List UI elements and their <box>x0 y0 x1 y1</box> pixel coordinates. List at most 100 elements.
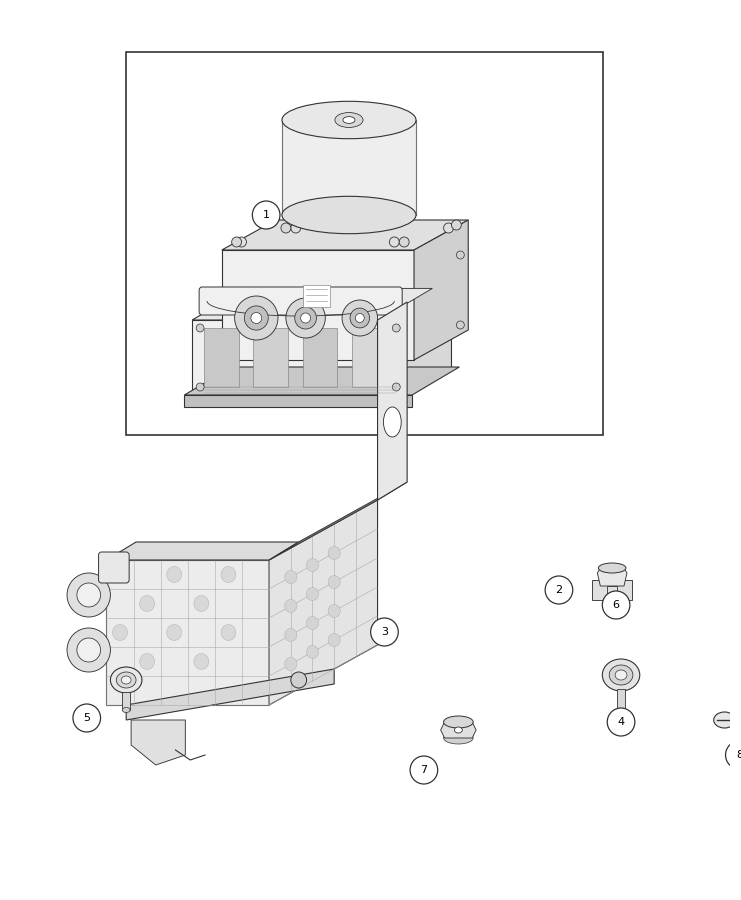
Circle shape <box>392 324 400 332</box>
Polygon shape <box>414 220 468 360</box>
Ellipse shape <box>110 667 142 693</box>
Polygon shape <box>107 542 299 560</box>
Bar <box>126 52 603 435</box>
Polygon shape <box>126 669 334 720</box>
Circle shape <box>73 704 101 732</box>
Circle shape <box>356 313 365 322</box>
Ellipse shape <box>599 563 626 573</box>
Bar <box>302 328 337 387</box>
Ellipse shape <box>714 712 735 728</box>
Ellipse shape <box>306 616 319 629</box>
Circle shape <box>235 296 278 340</box>
Circle shape <box>392 383 400 391</box>
Ellipse shape <box>609 665 633 685</box>
Bar <box>204 328 239 387</box>
Circle shape <box>456 321 465 329</box>
Ellipse shape <box>328 605 340 617</box>
Circle shape <box>196 383 204 391</box>
Polygon shape <box>269 482 407 560</box>
Polygon shape <box>131 720 185 765</box>
Polygon shape <box>222 220 468 250</box>
Ellipse shape <box>122 707 130 713</box>
Polygon shape <box>107 560 269 705</box>
Circle shape <box>251 312 262 323</box>
Circle shape <box>236 237 247 247</box>
Circle shape <box>545 576 573 604</box>
Circle shape <box>350 308 370 328</box>
Ellipse shape <box>113 625 127 641</box>
Circle shape <box>67 573 110 617</box>
Circle shape <box>67 628 110 672</box>
Ellipse shape <box>282 196 416 234</box>
Polygon shape <box>202 290 399 308</box>
Circle shape <box>253 201 280 229</box>
Ellipse shape <box>335 112 363 128</box>
Bar <box>607 586 617 611</box>
Ellipse shape <box>454 727 462 733</box>
Circle shape <box>290 672 307 688</box>
Ellipse shape <box>285 599 297 613</box>
Text: 5: 5 <box>83 713 90 723</box>
Ellipse shape <box>194 596 209 611</box>
Polygon shape <box>202 288 432 308</box>
Circle shape <box>370 618 398 646</box>
Text: 7: 7 <box>420 765 428 775</box>
Circle shape <box>725 741 741 769</box>
Bar <box>593 580 632 600</box>
Ellipse shape <box>285 571 297 583</box>
Polygon shape <box>441 722 476 738</box>
Ellipse shape <box>328 575 340 589</box>
Ellipse shape <box>285 628 297 642</box>
Circle shape <box>77 583 101 607</box>
FancyBboxPatch shape <box>99 552 129 583</box>
Text: 8: 8 <box>736 750 741 760</box>
Ellipse shape <box>343 117 355 123</box>
Ellipse shape <box>194 653 209 670</box>
Circle shape <box>451 220 462 230</box>
Bar <box>122 692 130 710</box>
Circle shape <box>444 223 453 233</box>
Circle shape <box>295 307 316 329</box>
Text: 2: 2 <box>555 585 562 595</box>
Ellipse shape <box>113 566 127 582</box>
Polygon shape <box>404 292 451 395</box>
Ellipse shape <box>328 634 340 646</box>
Circle shape <box>281 223 290 233</box>
Circle shape <box>232 237 242 247</box>
Text: 6: 6 <box>613 600 619 610</box>
Circle shape <box>290 223 301 233</box>
Circle shape <box>342 300 378 336</box>
Circle shape <box>77 638 101 662</box>
Polygon shape <box>269 500 378 705</box>
Ellipse shape <box>328 546 340 560</box>
Circle shape <box>301 313 310 323</box>
Bar <box>185 395 412 407</box>
Polygon shape <box>378 302 407 500</box>
Circle shape <box>389 237 399 247</box>
Polygon shape <box>222 250 414 360</box>
Circle shape <box>245 306 268 330</box>
Ellipse shape <box>282 102 416 139</box>
Circle shape <box>602 591 630 619</box>
Ellipse shape <box>167 625 182 641</box>
Bar <box>282 120 416 215</box>
Ellipse shape <box>139 596 155 611</box>
Ellipse shape <box>221 625 236 641</box>
Ellipse shape <box>285 658 297 670</box>
Circle shape <box>196 324 204 332</box>
Ellipse shape <box>306 588 319 600</box>
Ellipse shape <box>116 672 136 688</box>
Ellipse shape <box>167 566 182 582</box>
Text: 3: 3 <box>381 627 388 637</box>
Ellipse shape <box>615 670 627 680</box>
Ellipse shape <box>221 566 236 582</box>
Ellipse shape <box>444 716 473 728</box>
Ellipse shape <box>139 653 155 670</box>
Bar <box>302 285 330 307</box>
Text: 4: 4 <box>617 717 625 727</box>
FancyBboxPatch shape <box>199 287 402 315</box>
Polygon shape <box>192 320 404 395</box>
Ellipse shape <box>444 732 473 744</box>
Polygon shape <box>185 367 459 395</box>
Circle shape <box>410 756 438 784</box>
